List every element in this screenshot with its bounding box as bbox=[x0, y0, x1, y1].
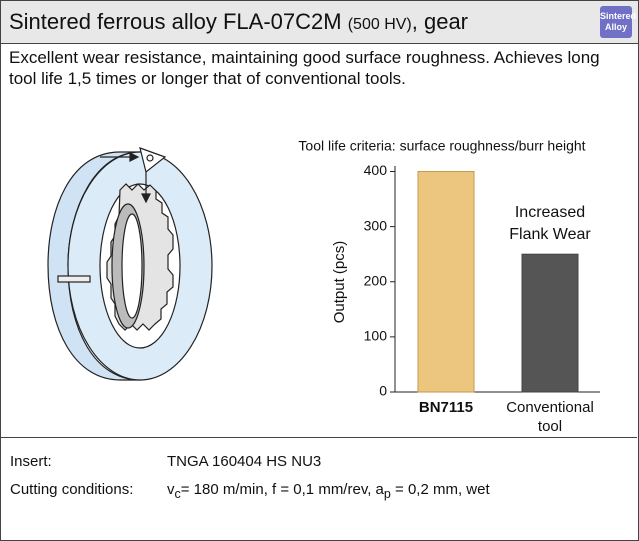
chart-title: Tool life criteria: surface roughness/bu… bbox=[298, 138, 585, 154]
y-tick-label: 100 bbox=[364, 328, 388, 344]
spec-text: v bbox=[167, 481, 175, 498]
spec-text: = 0,2 mm, wet bbox=[390, 481, 490, 498]
illustration bbox=[47, 147, 213, 381]
description: Excellent wear resistance, maintaining g… bbox=[9, 48, 600, 88]
spec-label: Cutting conditions: bbox=[10, 481, 134, 498]
title: Sintered ferrous alloy FLA-07C2M (500 HV… bbox=[9, 9, 468, 35]
header: Sintered ferrous alloy FLA-07C2M (500 HV… bbox=[1, 1, 638, 44]
spec-row: Insert: TNGA 160404 HS NU3 bbox=[0, 452, 637, 472]
spec-text: c bbox=[174, 487, 181, 501]
hardness: (500 HV) bbox=[347, 16, 412, 33]
spec-value: vc= 180 m/min, f = 0,1 mm/rev, ap = 0,2 … bbox=[167, 480, 607, 504]
y-tick-label: 300 bbox=[364, 217, 388, 233]
title-suffix: , gear bbox=[411, 9, 469, 34]
spec-text: = 180 m/min, f = 0,1 mm/rev, a bbox=[180, 481, 384, 498]
spec-label: Insert: bbox=[10, 453, 52, 470]
badge-line: Sintered bbox=[600, 11, 637, 21]
spec-value: TNGA 160404 HS NU3 bbox=[167, 452, 607, 472]
title-text: Sintered ferrous alloy FLA-07C2M bbox=[9, 9, 342, 34]
badge-line: Alloy bbox=[604, 22, 627, 32]
y-tick-label: 0 bbox=[379, 383, 387, 399]
bar bbox=[417, 171, 475, 393]
y-tick-label: 200 bbox=[364, 272, 388, 288]
specs: Insert: TNGA 160404 HS NU3 Cutting conditi… bbox=[0, 437, 637, 512]
annotation: Increased Flank Wear bbox=[509, 204, 591, 243]
spec-text: TNGA 160404 HS NU3 bbox=[167, 453, 322, 470]
x-tick-label: Conventional tool bbox=[506, 399, 594, 435]
spec-row: Cutting conditions: vc= 180 m/min, f = 0,… bbox=[0, 480, 637, 504]
bar bbox=[521, 253, 579, 393]
spec-text: p bbox=[383, 487, 391, 501]
x-tick-label: BN7115 bbox=[418, 399, 474, 416]
y-axis-label: Output (pcs) bbox=[331, 241, 348, 324]
y-tick-label: 400 bbox=[364, 162, 388, 178]
chart: Tool life criteria: surface roughness/bu… bbox=[47, 138, 600, 399]
badge: Sintered Alloy bbox=[600, 6, 637, 38]
